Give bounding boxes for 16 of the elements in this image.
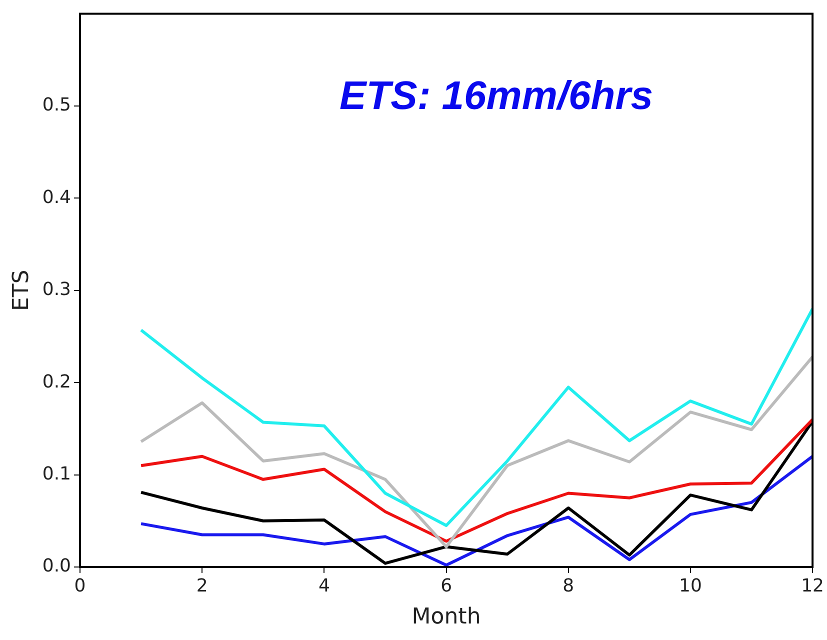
x-tick-label: 8: [562, 575, 574, 596]
x-tick-label: 12: [801, 575, 824, 596]
x-tick-label: 4: [318, 575, 330, 596]
text: ETS: 16mm/6hrs: [340, 74, 654, 118]
y-tick-label: 0.2: [42, 371, 72, 392]
x-tick-label: 6: [440, 575, 452, 596]
y-tick-label: 0.0: [42, 556, 72, 577]
y-tick-label: 0.1: [42, 463, 72, 484]
y-tick-label: 0.5: [42, 94, 72, 116]
y-axis-title: ETS: [8, 270, 34, 312]
x-tick-label: 10: [679, 575, 702, 596]
x-axis-title: Month: [412, 604, 481, 630]
y-tick-label: 0.4: [42, 186, 72, 208]
x-tick-label: 0: [74, 575, 86, 596]
y-tick-label: 0.3: [42, 279, 72, 300]
x-tick-label: 2: [196, 575, 208, 596]
